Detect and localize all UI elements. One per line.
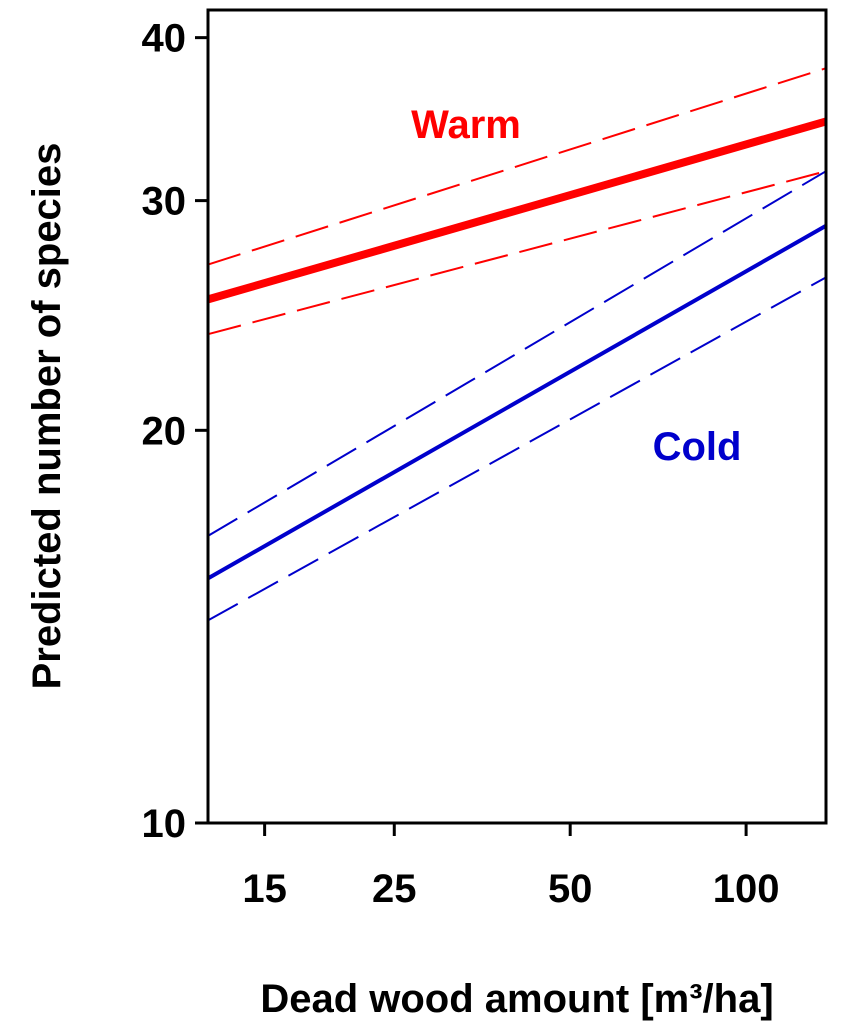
y-tick-label: 20 [142, 409, 187, 453]
warm-upper-ci-line [207, 67, 827, 266]
warm-fit-line [206, 117, 828, 304]
y-tick-label: 40 [142, 17, 187, 61]
cold-upper-ci-line [207, 170, 827, 537]
y-axis-title: Predicted number of species [25, 143, 69, 690]
y-tick-label: 30 [142, 180, 187, 224]
cold-lower-ci-line [207, 276, 827, 622]
series-layer [206, 67, 828, 622]
warm-lower-ci-line [207, 170, 827, 336]
warm-series-label: Warm [411, 103, 521, 147]
plot-frame [206, 8, 828, 825]
x-tick-label: 100 [713, 867, 780, 911]
cold-series-label: Cold [653, 425, 742, 469]
x-tick-label: 50 [548, 867, 593, 911]
ticks-layer: 15 25 50 100 10 20 30 40 [142, 17, 780, 911]
y-tick-label: 10 [142, 802, 187, 846]
x-axis-title: Dead wood amount [m³/ha] [260, 977, 773, 1021]
cold-fit-line [207, 223, 827, 581]
x-tick-label: 25 [372, 867, 417, 911]
labels-layer: Warm Cold [411, 103, 741, 469]
x-tick-label: 15 [242, 867, 287, 911]
